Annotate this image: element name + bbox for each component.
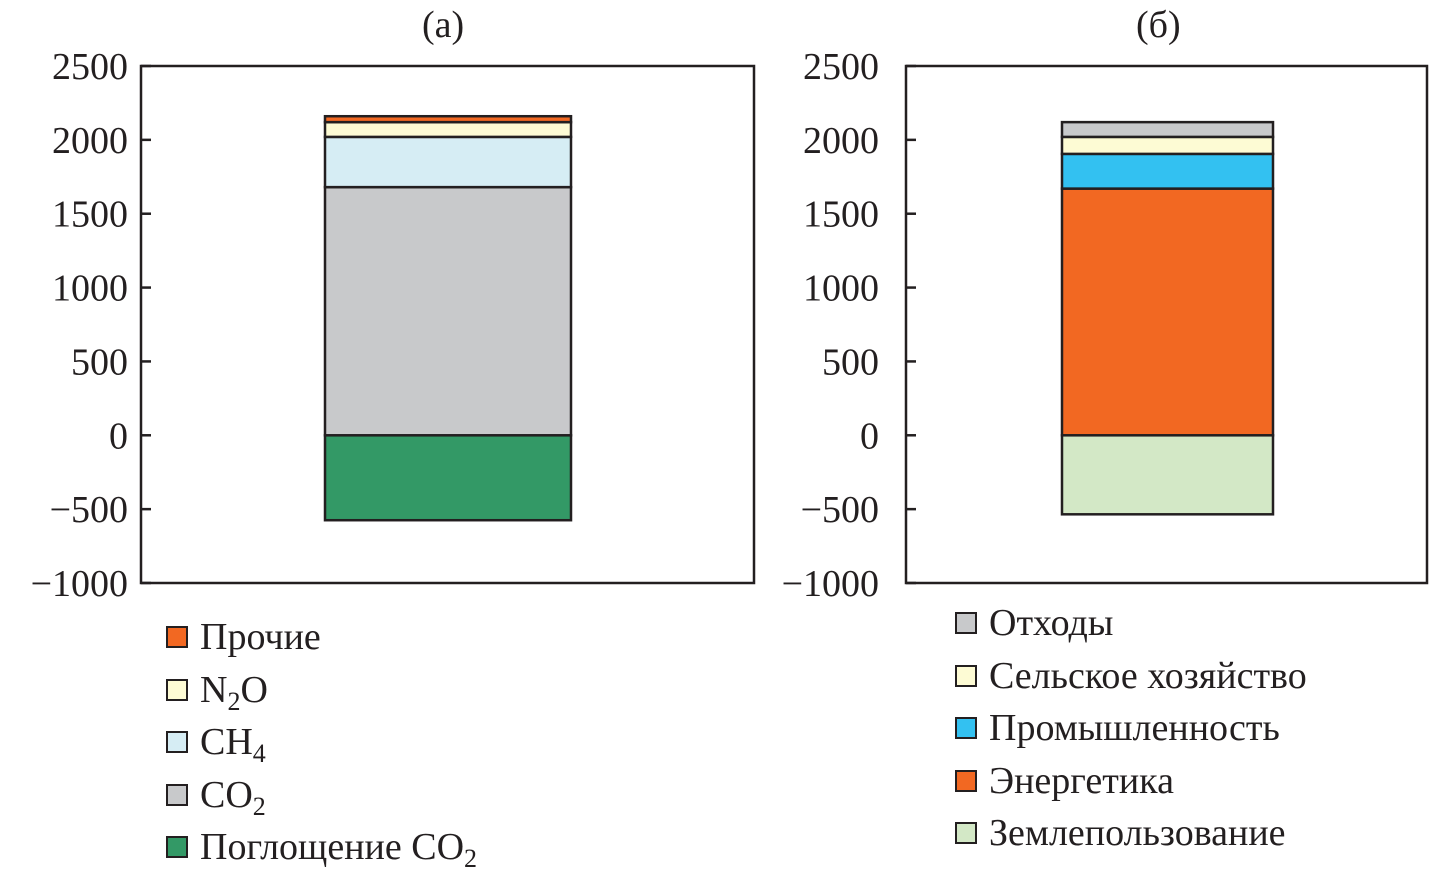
panel-a-legend-label: CH4 <box>200 721 266 769</box>
panel-a-bar-segment <box>323 114 573 124</box>
panel-a-legend-item: Прочие <box>166 611 477 664</box>
panel-a-legend-item: N2O <box>166 664 477 717</box>
panel-a-y-tick-label: 1500 <box>52 194 128 236</box>
panel-b-legend-swatch <box>955 717 977 740</box>
panel-b-legend: Отходы Сельское хозяйство Промышленность Эн… <box>955 597 1307 860</box>
panel-a-legend-swatch <box>166 836 188 859</box>
panel-a-legend-label: Поглощение CO2 <box>200 826 478 874</box>
panel-a-y-tick-label: 0 <box>109 415 128 457</box>
panel-a-bar-segment <box>323 120 573 139</box>
panel-a-legend-swatch <box>166 731 188 754</box>
panel-b-legend-swatch <box>955 664 977 687</box>
panel-a-bar-segment <box>323 135 573 189</box>
panel-b-legend-label: Землепользование <box>989 812 1286 855</box>
panel-b-bar-segment <box>1060 120 1275 139</box>
panel-b-legend-item: Промышленность <box>955 702 1307 755</box>
panel-a-legend-swatch <box>166 783 188 806</box>
panel-a-bar-segment <box>323 434 573 522</box>
panel-b-legend-item: Отходы <box>955 597 1307 650</box>
panel-a-legend-item: CO2 <box>166 769 477 822</box>
panel-a-plot: 2500 2000 1500 1000 500 0 −500 −1000 <box>31 46 756 605</box>
panel-b-legend-label: Промышленность <box>989 707 1280 750</box>
panel-a-y-tick-label: −1000 <box>31 563 128 605</box>
panel-a-legend-swatch <box>166 626 188 649</box>
panel-b-bar-segment <box>1060 152 1275 190</box>
panel-b-y-tick-label: 2500 <box>803 46 879 88</box>
panel-a-legend-label: Прочие <box>200 616 321 659</box>
panel-b-y-tick-label: −1000 <box>782 563 879 605</box>
panel-b-legend-item: Землепользование <box>955 807 1307 860</box>
panel-b-bar-segment <box>1060 434 1275 516</box>
panel-b-legend-label: Сельское хозяйство <box>989 654 1307 697</box>
panel-b-plot: 2500 2000 1500 1000 500 0 −500 −1000 <box>782 46 1429 605</box>
panel-a-plot-frame <box>139 64 756 585</box>
panel-a-title: (a) <box>422 4 465 46</box>
panel-b-y-tick-label: 0 <box>860 415 879 457</box>
panel-a-y-tick-label: 2500 <box>52 46 128 88</box>
panel-b-legend-swatch <box>955 612 977 635</box>
panel-a-y-tick-label: −500 <box>50 489 128 531</box>
panel-a-legend-swatch <box>166 678 188 701</box>
panel-b-legend-item: Энергетика <box>955 755 1307 808</box>
panel-b-y-tick-label: 1500 <box>803 194 879 236</box>
panel-b-legend-swatch <box>955 769 977 792</box>
panel-b-y-tick-label: −500 <box>801 489 879 531</box>
panel-b-y-tick-label: 2000 <box>803 120 879 162</box>
panel-b-legend-swatch <box>955 822 977 845</box>
panel-b-plot-frame <box>904 64 1429 585</box>
panel-b-title: (б) <box>1136 4 1181 46</box>
panel-a-y-tick-label: 500 <box>71 341 128 383</box>
panel-b-y-tick-label: 500 <box>822 341 879 383</box>
panel-b-legend-label: Отходы <box>989 602 1114 645</box>
panel-a-legend: Прочие N2O CH4 CO2 Поглощение CO2 <box>166 611 477 874</box>
panel-b-y-tick-label: 1000 <box>803 268 879 310</box>
panel-a-y-tick-label: 2000 <box>52 120 128 162</box>
panel-a-bar-segment <box>323 185 573 437</box>
panel-a-legend-item: CH4 <box>166 716 477 769</box>
panel-a-legend-item: Поглощение CO2 <box>166 821 477 874</box>
panel-b-bar-segment <box>1060 187 1275 437</box>
panel-b-legend-label: Энергетика <box>989 759 1174 802</box>
panel-b-bar-segment <box>1060 135 1275 156</box>
panel-b-legend-item: Сельское хозяйство <box>955 650 1307 703</box>
panel-a-legend-label: CO2 <box>200 773 266 821</box>
panel-a-legend-label: N2O <box>200 668 268 716</box>
panel-a-y-tick-label: 1000 <box>52 268 128 310</box>
